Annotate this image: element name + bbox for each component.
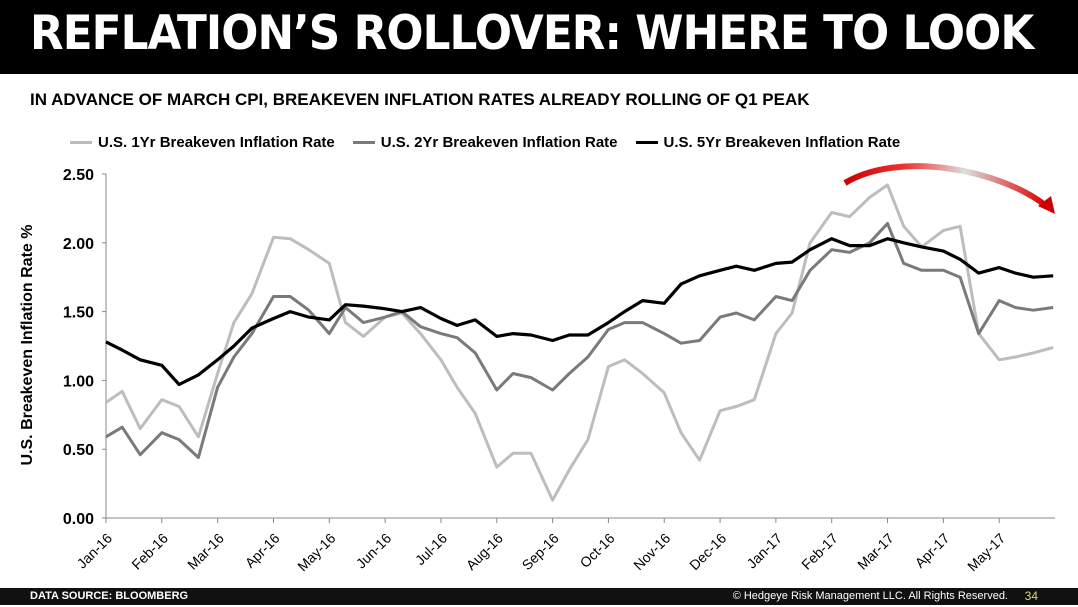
arrow-head xyxy=(1038,196,1055,214)
x-tick-label: Aug-16 xyxy=(463,530,506,573)
x-tick-label: Mar-17 xyxy=(854,530,897,573)
x-tick-label: May-16 xyxy=(294,530,338,574)
legend-item-5yr: U.S. 5Yr Breakeven Inflation Rate xyxy=(635,134,901,151)
legend-label-2yr: U.S. 2Yr Breakeven Inflation Rate xyxy=(380,134,618,151)
legend: U.S. 1Yr Breakeven Inflation Rate U.S. 2… xyxy=(70,134,900,151)
legend-swatch-2yr xyxy=(352,141,375,144)
x-tick-label: Dec-16 xyxy=(686,530,729,573)
series-line-5yr xyxy=(105,237,1054,387)
arrow-curve xyxy=(843,163,1047,208)
footer: DATA SOURCE: BLOOMBERG © Hedgeye Risk Ma… xyxy=(0,588,1078,605)
x-tick-label: Nov-16 xyxy=(630,530,673,573)
page-number: 34 xyxy=(1024,589,1038,603)
x-tick-label: Sep-16 xyxy=(519,530,562,573)
chart-subtitle: IN ADVANCE OF MARCH CPI, BREAKEVEN INFLA… xyxy=(30,90,810,109)
x-tick-label: Apr-16 xyxy=(242,530,283,571)
rollover-arrow xyxy=(843,163,1055,214)
legend-item-1yr: U.S. 1Yr Breakeven Inflation Rate xyxy=(70,134,335,151)
x-tick-label: Oct-16 xyxy=(577,530,618,571)
title-bar: REFLATION’S ROLLOVER: WHERE TO LOOK xyxy=(0,0,1078,74)
x-tick-label: Jun-16 xyxy=(353,530,395,572)
legend-swatch-5yr xyxy=(635,141,658,144)
copyright: © Hedgeye Risk Management LLC. All Right… xyxy=(732,590,1008,602)
series-line-2yr xyxy=(105,222,1054,459)
legend-label-5yr: U.S. 5Yr Breakeven Inflation Rate xyxy=(663,134,901,151)
series-line-1yr xyxy=(105,183,1054,502)
x-tick-label: May-17 xyxy=(964,530,1008,574)
x-tick-label: Feb-16 xyxy=(128,530,171,573)
legend-item-2yr: U.S. 2Yr Breakeven Inflation Rate xyxy=(352,134,618,151)
x-tick-label: Jul-16 xyxy=(412,530,450,568)
legend-label-1yr: U.S. 1Yr Breakeven Inflation Rate xyxy=(98,134,335,151)
y-tick-label: 1.00 xyxy=(63,373,94,390)
x-tick-label: Feb-17 xyxy=(798,530,841,573)
y-tick-label: 0.50 xyxy=(63,442,94,459)
x-tick-label: Jan-17 xyxy=(743,530,785,572)
x-tick-label: Mar-16 xyxy=(184,530,227,573)
x-tick-label: Apr-17 xyxy=(912,530,953,571)
data-source: DATA SOURCE: BLOOMBERG xyxy=(30,590,189,602)
y-tick-label: 2.00 xyxy=(63,236,94,253)
y-tick-label: 2.50 xyxy=(63,167,94,184)
y-tick-label: 0.00 xyxy=(63,511,94,528)
legend-swatch-1yr xyxy=(70,141,92,144)
x-tick-label: Jan-16 xyxy=(74,530,116,572)
y-tick-label: 1.50 xyxy=(63,305,94,322)
page-title: REFLATION’S ROLLOVER: WHERE TO LOOK xyxy=(30,6,1034,61)
